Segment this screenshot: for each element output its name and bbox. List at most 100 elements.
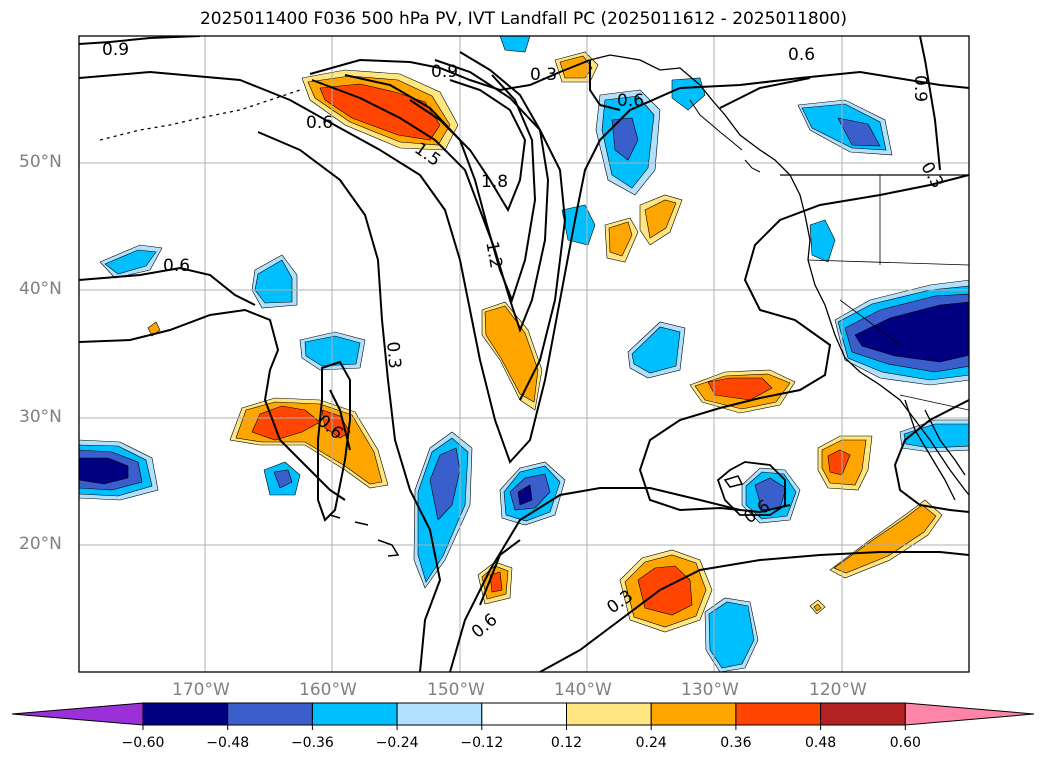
positive-anomaly — [147, 321, 161, 337]
colorbar-tick-label: 0.24 — [635, 735, 667, 751]
pv-contours — [79, 36, 969, 672]
contour-label: 0.6 — [468, 610, 502, 643]
colorbar-segment — [650, 702, 737, 726]
colorbar-extend-min — [11, 702, 144, 726]
colorbar-tick-label: −0.12 — [460, 735, 504, 751]
pv-contour-0.9 — [79, 36, 201, 45]
contour-label: 0.9 — [910, 75, 930, 102]
contour-label: 0.6 — [788, 45, 815, 65]
positive-anomaly — [608, 221, 633, 257]
lat-label-30n: 30°N — [19, 407, 62, 427]
positive-anomaly — [833, 504, 937, 574]
colorbar-tick-label: −0.48 — [206, 735, 250, 751]
pv-contour-1.2 — [344, 74, 537, 303]
map-content — [79, 36, 969, 672]
positive-anomaly — [321, 409, 351, 439]
colorbar-segment — [396, 702, 483, 726]
negative-anomaly — [631, 326, 681, 374]
contour-label: 0.3 — [530, 65, 557, 85]
pv-contour-1.5 — [311, 51, 550, 333]
lat-label-50n: 50°N — [19, 152, 62, 172]
pv-contour-0.6j — [719, 77, 811, 109]
baja-california — [904, 399, 956, 501]
map-frame — [78, 35, 970, 673]
colorbar-segment — [227, 702, 313, 726]
pv-contour-0.6g — [479, 539, 521, 606]
colorbar-segment — [481, 702, 567, 726]
lon-label-160w: 160°W — [299, 680, 357, 700]
lon-label-140w: 140°W — [554, 680, 612, 700]
colorbar-tick-label: 0.48 — [805, 735, 837, 751]
hawaiian-islands — [329, 514, 400, 557]
lat-label-20n: 20°N — [19, 534, 62, 554]
mexico-border — [899, 394, 969, 411]
pv-contour-0.3c — [449, 487, 741, 672]
pv-contour-0.6i — [589, 60, 621, 111]
negative-anomaly — [79, 457, 129, 485]
colorbar-segment — [820, 702, 906, 726]
contour-label: 0.6 — [306, 113, 333, 133]
positive-anomaly — [637, 565, 693, 616]
lon-label-170w: 170°W — [172, 680, 230, 700]
colorbar-tick-label: 0.12 — [550, 735, 583, 751]
colorbar-segment — [735, 702, 822, 726]
pv-contour-0.6h — [893, 399, 969, 513]
contour-label: 0.6 — [617, 91, 644, 111]
pv-contour-0.9b — [434, 59, 567, 401]
shaded-anomalies — [79, 36, 969, 672]
pv-contour-0.3d — [539, 551, 969, 672]
negative-anomaly — [854, 301, 969, 363]
positive-anomaly — [813, 603, 822, 612]
lon-label-130w: 130°W — [681, 680, 739, 700]
aleutian-islands — [99, 89, 301, 141]
pv-contour-0.6b — [79, 308, 346, 501]
state-border — [807, 259, 969, 266]
state-border — [839, 299, 901, 346]
negative-anomaly — [561, 204, 596, 246]
positive-anomaly — [489, 571, 503, 593]
colorbar — [11, 702, 1035, 730]
negative-anomaly — [708, 601, 755, 669]
contour-label: 1.8 — [481, 172, 508, 192]
colorbar-extend-max — [904, 702, 1035, 726]
pv-contour-0.6c — [79, 266, 256, 306]
positive-anomaly — [644, 199, 677, 239]
bc-islands — [689, 99, 761, 173]
colorbar-tick-label: −0.24 — [375, 735, 419, 751]
lon-label-150w: 150°W — [427, 680, 485, 700]
coastlines — [99, 54, 969, 557]
colorbar-segment — [566, 702, 652, 726]
colorbar-tick-label: −0.36 — [290, 735, 334, 751]
north-american-coastline — [589, 54, 969, 496]
pv-contour-0.9 — [309, 58, 591, 92]
positive-anomaly — [319, 83, 441, 141]
negative-anomaly — [517, 484, 533, 506]
pv-contour-0.6f — [716, 461, 786, 516]
contour-label: 0.3 — [382, 341, 404, 370]
pv-contour-0.6 — [79, 70, 969, 464]
sea-of-cortez — [924, 409, 966, 476]
colorbar-segment — [142, 702, 229, 726]
contour-label: 0.9 — [431, 62, 458, 82]
negative-anomaly — [903, 423, 969, 449]
negative-anomaly — [837, 117, 881, 147]
pv-contour-0.6e — [317, 360, 351, 522]
negative-anomaly — [611, 117, 639, 161]
pv-contour-small — [723, 475, 744, 488]
negative-anomaly — [754, 477, 787, 511]
lat-label-40n: 40°N — [19, 279, 62, 299]
negative-anomaly — [809, 219, 836, 263]
negative-anomaly — [104, 249, 157, 275]
colorbar-segment — [311, 702, 398, 726]
lon-label-120w: 120°W — [809, 680, 867, 700]
pv-contour-0.3b — [638, 174, 969, 514]
negative-anomaly — [671, 77, 706, 111]
contour-label: 0.9 — [102, 40, 129, 60]
colorbar-tick-label: 0.60 — [889, 735, 921, 751]
pv-contour-0.3 — [257, 131, 442, 672]
positive-anomaly — [827, 449, 851, 476]
negative-anomaly — [273, 469, 293, 489]
pv-contour-0.3e — [919, 36, 941, 171]
positive-anomaly — [707, 377, 773, 401]
